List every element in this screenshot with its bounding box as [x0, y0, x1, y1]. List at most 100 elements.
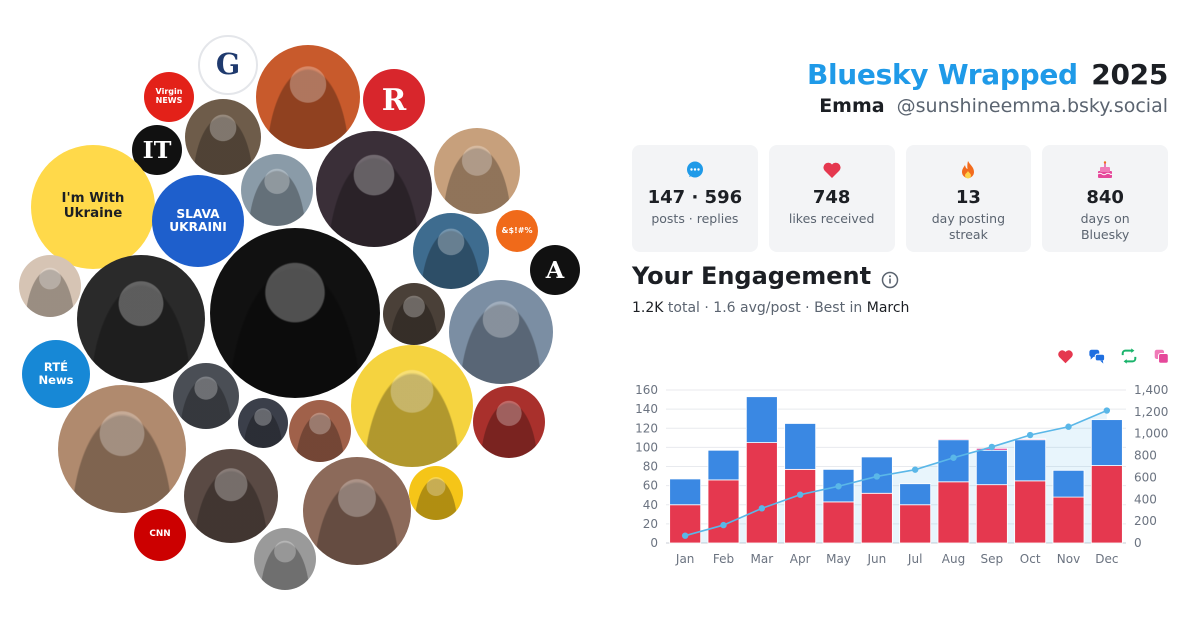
y2-tick-label: 200: [1134, 514, 1157, 528]
stats-row: 147 · 596 posts · replies 748 likes rece…: [632, 145, 1168, 252]
news-avatar-rte[interactable]: RTÉ News: [22, 340, 90, 408]
photo-avatar-dark-room[interactable]: [173, 363, 239, 429]
engagement-average: 1.6 avg/post: [713, 300, 801, 316]
cumulative-point: [681, 532, 689, 539]
separator-dot: ·: [805, 300, 810, 316]
stat-label-posts: posts · replies: [651, 211, 739, 226]
bar-segment: [1014, 480, 1047, 544]
avatar-text: &$!#%: [501, 225, 533, 235]
flame-icon: [957, 159, 979, 181]
x-tick-label: Nov: [1057, 552, 1080, 566]
y-tick-label: 160: [635, 383, 658, 397]
x-tick-label: Dec: [1095, 552, 1118, 566]
y-tick-label: 140: [635, 402, 658, 416]
bar-segment: [745, 442, 778, 544]
cumulative-point: [796, 491, 804, 498]
title-brand: Bluesky Wrapped: [806, 58, 1078, 91]
cartoon-avatar-homer[interactable]: [351, 345, 473, 467]
engagement-total-value: 1.2K: [632, 300, 664, 316]
info-icon[interactable]: [881, 267, 899, 289]
x-tick-label: Apr: [790, 552, 811, 566]
photo-avatar-woman-dark-hair[interactable]: [303, 457, 411, 565]
y2-tick-label: 0: [1134, 536, 1142, 550]
photo-avatar-man-mask[interactable]: [238, 398, 288, 448]
x-tick-label: Feb: [713, 552, 734, 566]
bar-segment: [707, 449, 740, 481]
cake-icon: [1094, 159, 1116, 181]
bar-segment: [669, 478, 702, 506]
title-year: 2025: [1091, 58, 1168, 91]
cumulative-point: [1026, 431, 1034, 439]
x-tick-label: Jul: [907, 552, 922, 566]
x-tick-label: Jun: [866, 552, 886, 566]
photo-avatar-fox-painting[interactable]: [256, 45, 360, 149]
cumulative-line: [684, 409, 1108, 537]
avatar-bubble-cluster: Virgin NEWS G R IT I'm With Ukraine SLAVA UKR…: [19, 35, 580, 590]
y-tick-label: 80: [643, 460, 658, 474]
logo-avatar-a[interactable]: A: [530, 245, 580, 295]
bar-segment: [822, 501, 855, 544]
photo-avatar-woman-blonde[interactable]: [19, 255, 81, 317]
x-tick-label: Oct: [1020, 552, 1041, 566]
bar-segment: [975, 449, 1008, 486]
reply-icon[interactable]: [1088, 347, 1106, 365]
bar-segment: [860, 492, 893, 544]
photo-avatar-popart[interactable]: [210, 228, 380, 398]
y-tick-label: 20: [643, 517, 658, 531]
photo-avatar-man-statue[interactable]: [449, 280, 553, 384]
heart-icon: [821, 159, 843, 181]
news-avatar-cnn[interactable]: CNN: [134, 509, 186, 561]
avatar-text: I'm With Ukraine: [61, 191, 125, 221]
user-name: Emma: [819, 95, 885, 117]
bar-segment: [899, 483, 932, 506]
news-avatar-guardian[interactable]: G: [198, 35, 258, 95]
photo-avatar-man-yellow-jacket[interactable]: [413, 213, 489, 289]
heart-avatar-ukraine[interactable]: I'm With Ukraine: [31, 145, 155, 269]
engagement-total-label: total: [667, 300, 700, 316]
engagement-title-row: Your Engagement: [632, 262, 909, 290]
engagement-chart: 0 20 40 60 80 100 120 140 160 0 200 400 600 800 1,000 1…: [635, 383, 1168, 566]
y2-tick-label: 800: [1134, 449, 1157, 463]
photo-avatar-princess-leia[interactable]: [254, 528, 316, 590]
avatar-slava-ukraini[interactable]: SLAVA UKRAINI: [152, 175, 244, 267]
x-tick-label: Jan: [675, 552, 695, 566]
page-title: Bluesky Wrapped 2025: [807, 58, 1168, 91]
news-avatar-virgin[interactable]: Virgin NEWS: [144, 72, 194, 122]
photo-avatar-woman-red-hair[interactable]: [289, 400, 351, 462]
bar-segment: [1090, 419, 1123, 466]
photo-avatar-concert[interactable]: [473, 386, 545, 458]
emoji-avatar-angry[interactable]: &$!#%: [496, 210, 538, 252]
cumulative-point: [720, 521, 727, 529]
stat-label-streak: day posting streak: [931, 211, 1006, 243]
avatar-text: A: [545, 255, 565, 284]
y-tick-label: 60: [643, 479, 658, 493]
stat-value-days: 840: [1086, 187, 1124, 208]
photo-avatar-man-beard[interactable]: [185, 99, 261, 175]
stat-card-days: 840 days on Bluesky: [1042, 145, 1168, 252]
bar-segment: [1090, 465, 1123, 544]
stat-card-posts: 147 · 596 posts · replies: [632, 145, 758, 252]
bar-segment: [937, 438, 970, 441]
stat-value-likes: 748: [812, 187, 851, 208]
photo-avatar-woman-glasses[interactable]: [316, 131, 432, 247]
cumulative-point: [1065, 423, 1072, 430]
photo-avatar-man-smile[interactable]: [434, 128, 520, 214]
photo-avatar-woman-sunglasses[interactable]: [184, 449, 278, 543]
bar-segment: [784, 423, 817, 470]
logo-avatar-r[interactable]: R: [363, 69, 425, 131]
stat-value-streak: 13: [955, 187, 981, 208]
heart-icon[interactable]: [1056, 347, 1074, 365]
engagement-summary: 1.2K total · 1.6 avg/post · Best in Marc…: [632, 300, 909, 316]
bar-segment: [1052, 469, 1085, 498]
repost-icon[interactable]: [1120, 347, 1138, 365]
cumulative-point: [835, 483, 842, 490]
logo-avatar-yellow-bird[interactable]: [409, 466, 463, 520]
cumulative-point: [911, 466, 919, 473]
x-tick-label: Aug: [942, 552, 965, 566]
photo-avatar-woman-dog[interactable]: [58, 385, 186, 513]
photo-avatar-man-suit[interactable]: [241, 154, 313, 226]
avatar-text: Virgin NEWS: [155, 87, 183, 105]
quote-icon[interactable]: [1152, 347, 1170, 365]
photo-avatar-man-car[interactable]: [77, 255, 205, 383]
photo-avatar-man-hat[interactable]: [383, 283, 445, 345]
